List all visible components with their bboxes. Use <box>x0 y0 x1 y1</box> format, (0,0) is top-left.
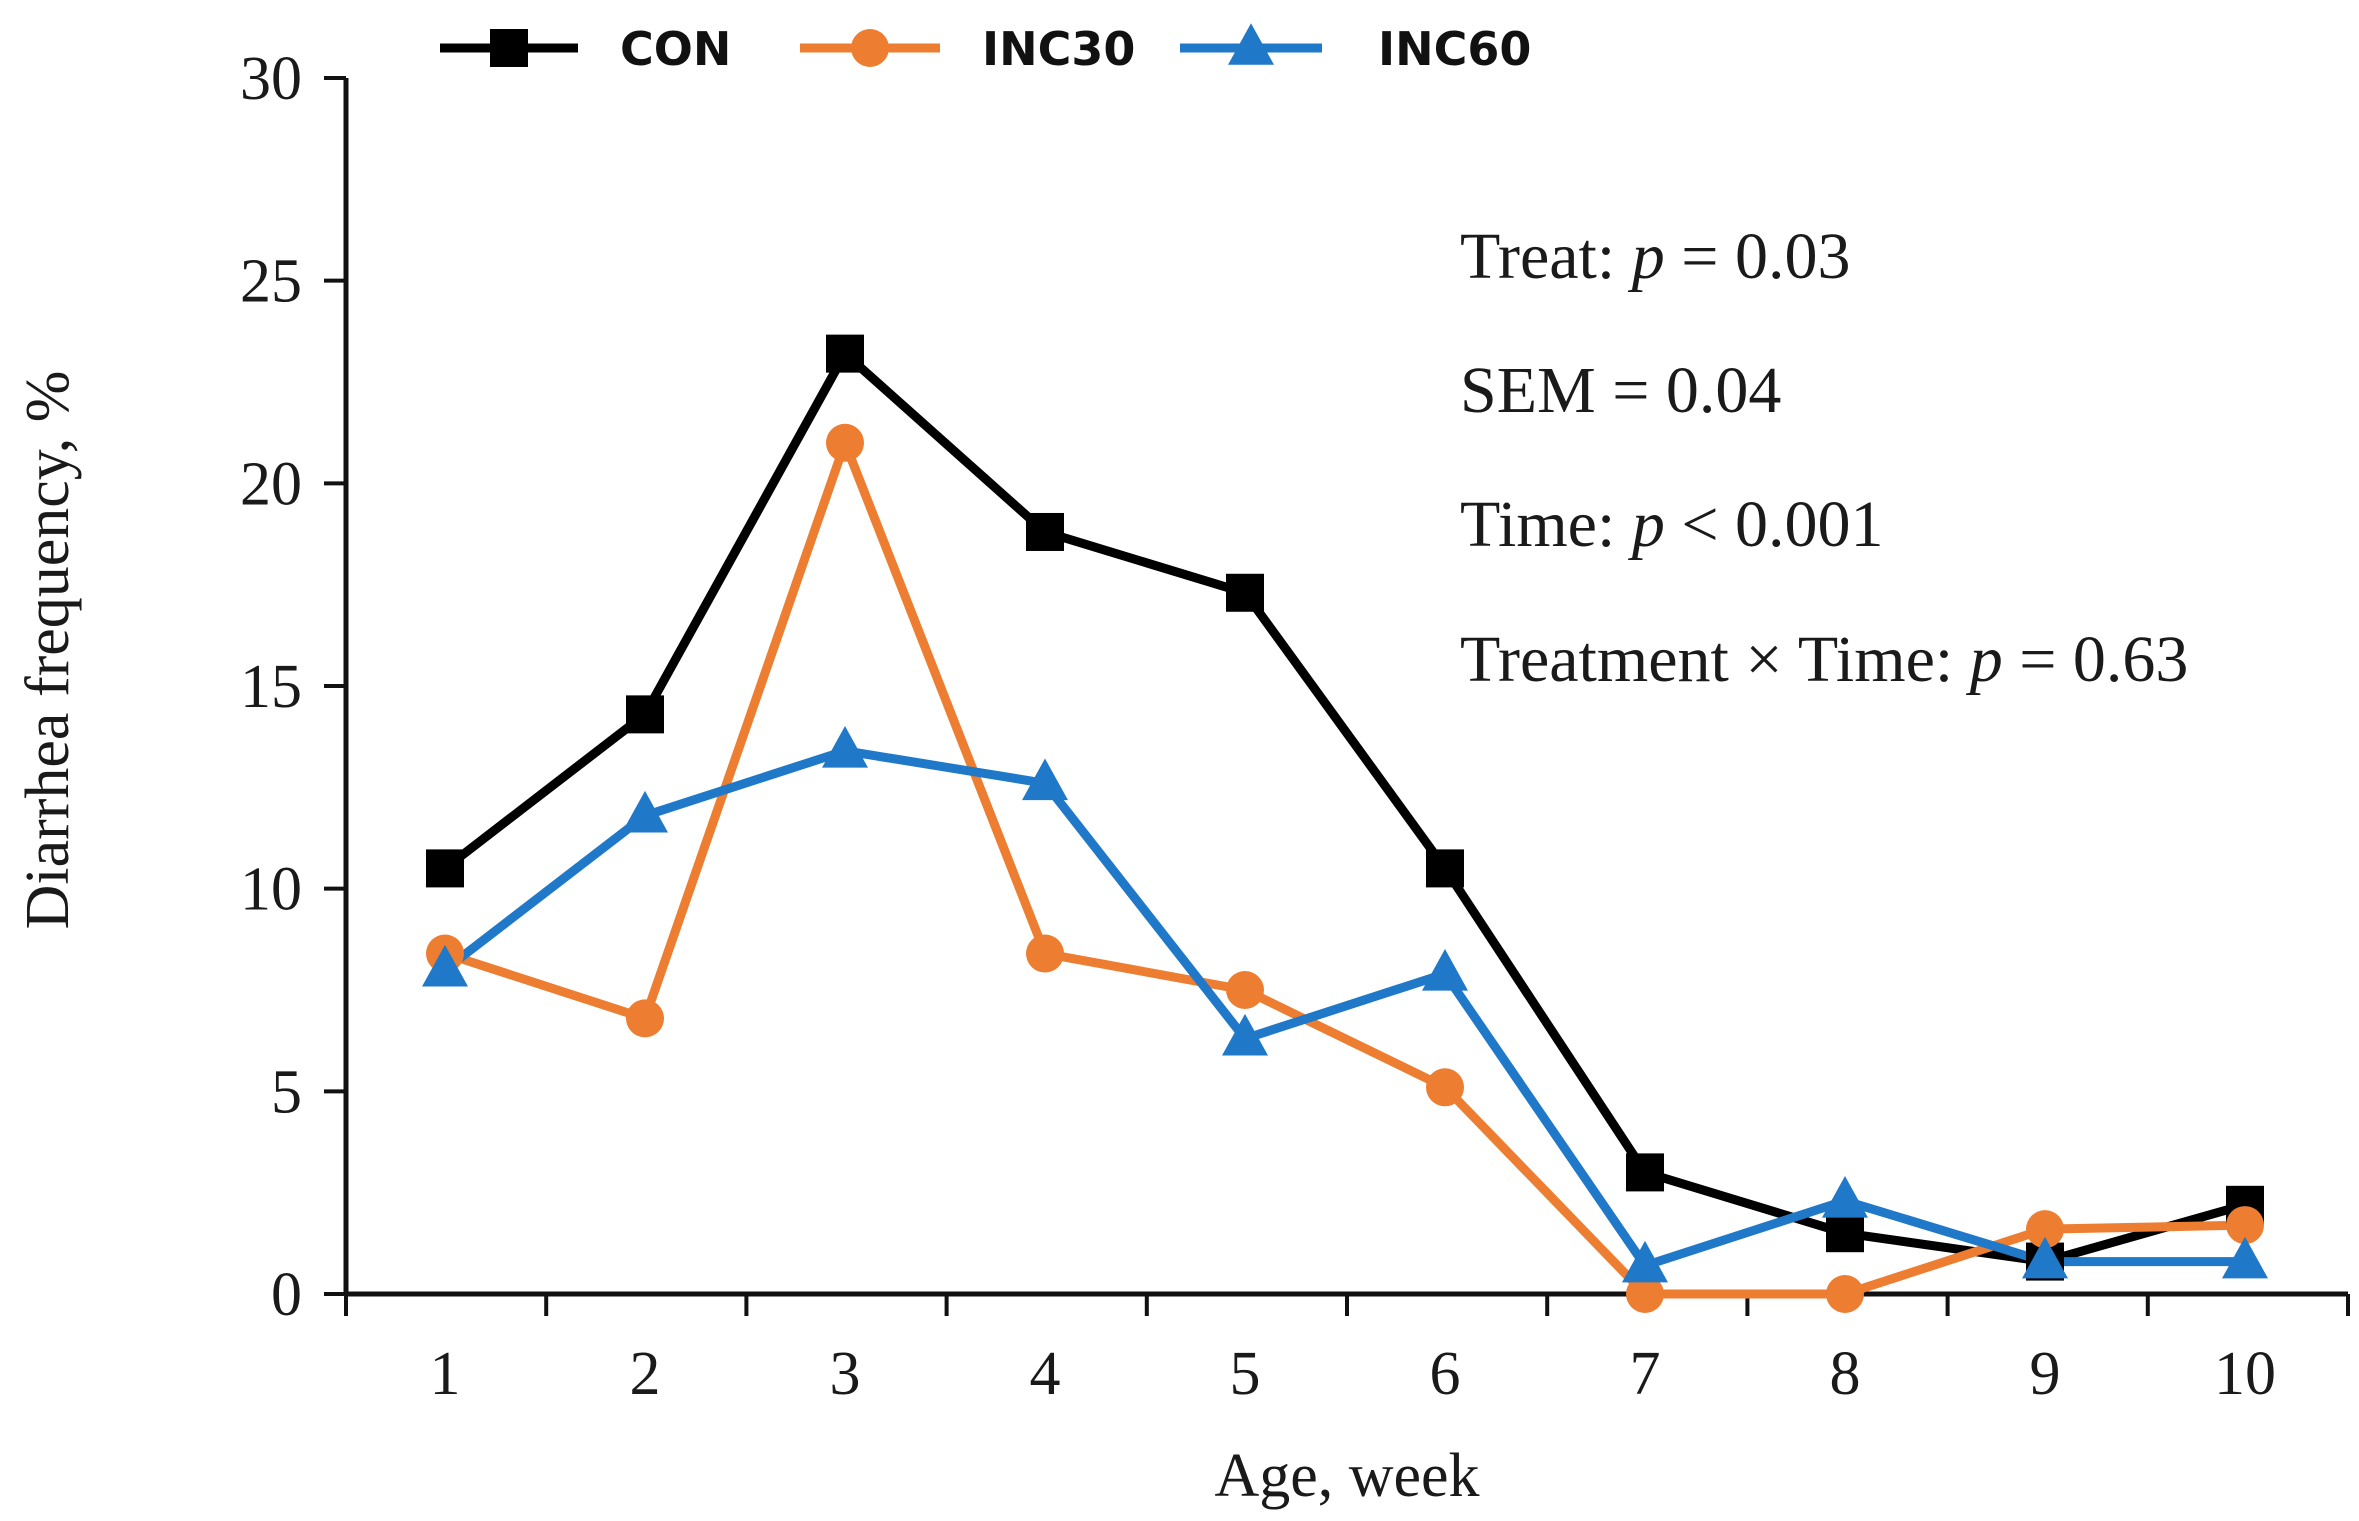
data-point-inc60 <box>622 790 668 833</box>
x-tick-label: 9 <box>2030 1340 2061 1408</box>
y-axis: 0 5 10 15 20 25 30 <box>240 45 349 1329</box>
data-point-inc60 <box>822 726 868 768</box>
legend-item-inc30: INC30 <box>800 22 1135 76</box>
data-point-con <box>1826 1214 1864 1253</box>
plot-lines <box>442 349 2247 1299</box>
annotation-time: Time: p < 0.001 <box>1460 488 1884 561</box>
x-ticks: 1 2 3 4 5 6 7 8 9 10 <box>344 1294 2350 1408</box>
data-point-inc30 <box>1626 1275 1664 1313</box>
y-tick-label: 15 <box>240 653 302 721</box>
data-point-inc30 <box>1826 1275 1864 1313</box>
legend-marker <box>851 29 889 67</box>
legend-item-con: CON <box>440 22 731 76</box>
data-point-con <box>826 334 864 373</box>
data-point-con <box>1226 573 1264 612</box>
annotation-interaction: Treatment × Time: p = 0.63 <box>1460 623 2188 696</box>
stats-annotations: Treat: p = 0.03 SEM = 0.04 Time: p < 0.0… <box>1460 220 2188 696</box>
x-tick-label: 4 <box>1030 1340 1061 1408</box>
data-point-inc60 <box>1822 1175 1868 1218</box>
x-tick-label: 1 <box>430 1340 461 1408</box>
legend: CON INC30 INC60 <box>440 22 1531 76</box>
data-point-inc60 <box>422 944 468 987</box>
data-point-inc30 <box>1426 1068 1464 1107</box>
x-tick-label: 6 <box>1430 1340 1461 1408</box>
data-point-inc30 <box>1226 971 1264 1009</box>
annotation-sem: SEM = 0.04 <box>1460 354 1781 427</box>
data-point-con <box>426 849 464 888</box>
legend-marker <box>490 29 528 67</box>
legend-marker <box>1228 23 1274 65</box>
y-tick-label: 20 <box>240 450 302 518</box>
x-axis-title: Age, week <box>1214 1442 1479 1510</box>
x-tick-label: 2 <box>630 1340 661 1408</box>
y-tick-label: 5 <box>271 1058 302 1126</box>
data-point-inc60 <box>1622 1240 1668 1283</box>
y-tick-label: 10 <box>240 856 302 924</box>
y-tick-label: 30 <box>240 45 302 113</box>
data-point-con <box>1626 1153 1664 1192</box>
x-tick-label: 3 <box>830 1340 861 1408</box>
data-point-inc30 <box>826 423 864 462</box>
data-point-inc30 <box>1026 934 1064 973</box>
data-point-inc30 <box>626 999 664 1038</box>
data-point-inc60 <box>1422 948 1468 991</box>
x-axis: 1 2 3 4 5 6 7 8 9 10 <box>344 1291 2350 1408</box>
x-tick-label: 5 <box>1230 1340 1261 1408</box>
series-line-inc60 <box>442 746 2245 1271</box>
data-point-inc60 <box>1222 1013 1268 1056</box>
y-ticks: 0 5 10 15 20 25 30 <box>240 45 346 1329</box>
x-tick-label: 8 <box>1830 1340 1861 1408</box>
data-point-inc60 <box>2222 1236 2268 1279</box>
plot-markers <box>422 334 2268 1313</box>
x-tick-label: 10 <box>2214 1340 2276 1408</box>
legend-label: CON <box>620 22 731 76</box>
y-axis-title: Diarrhea frequency, % <box>14 371 82 930</box>
data-point-inc60 <box>1022 758 1068 801</box>
annotation-treat: Treat: p = 0.03 <box>1460 220 1850 293</box>
legend-item-inc60: INC60 <box>1180 22 1531 76</box>
data-point-con <box>1426 849 1464 888</box>
x-tick-label: 7 <box>1630 1340 1661 1408</box>
data-point-inc60 <box>2022 1236 2068 1279</box>
series-line-inc30 <box>443 438 2246 1299</box>
data-point-inc30 <box>2226 1206 2264 1245</box>
y-tick-label: 25 <box>240 248 302 316</box>
y-tick-label: 0 <box>271 1261 302 1329</box>
legend-label: INC60 <box>1378 22 1531 76</box>
data-point-con <box>626 695 664 734</box>
series-line-con <box>442 349 2247 1267</box>
data-point-inc30 <box>2026 1210 2064 1249</box>
legend-label: INC30 <box>982 22 1135 76</box>
data-point-con <box>1026 512 1064 551</box>
